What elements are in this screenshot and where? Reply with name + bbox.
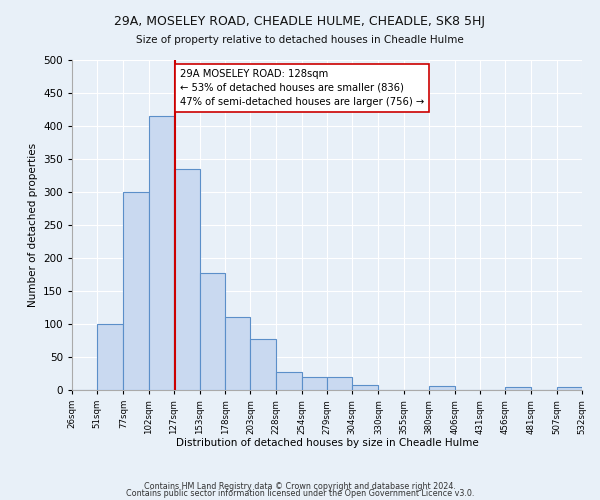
X-axis label: Distribution of detached houses by size in Cheadle Hulme: Distribution of detached houses by size … [176,438,478,448]
Text: Contains public sector information licensed under the Open Government Licence v3: Contains public sector information licen… [126,490,474,498]
Bar [200,272,225,390]
Text: Size of property relative to detached houses in Cheadle Hulme: Size of property relative to detached ho… [136,35,464,45]
Bar [352,384,379,390]
Text: 29A, MOSELEY ROAD, CHEADLE HULME, CHEADLE, SK8 5HJ: 29A, MOSELEY ROAD, CHEADLE HULME, CHEADL… [115,15,485,28]
Text: Contains HM Land Registry data © Crown copyright and database right 2024.: Contains HM Land Registry data © Crown c… [144,482,456,491]
Bar [225,318,250,390]
Bar [250,338,275,390]
Bar [174,169,200,390]
Bar [149,116,174,390]
Bar [557,386,582,390]
Bar [302,377,327,390]
Bar [275,372,302,390]
Y-axis label: Number of detached properties: Number of detached properties [28,143,38,307]
Bar [97,324,124,390]
Bar [505,386,530,390]
Bar [124,192,149,390]
Bar [429,386,455,390]
Bar [327,377,352,390]
Text: 29A MOSELEY ROAD: 128sqm
← 53% of detached houses are smaller (836)
47% of semi-: 29A MOSELEY ROAD: 128sqm ← 53% of detach… [180,68,424,106]
